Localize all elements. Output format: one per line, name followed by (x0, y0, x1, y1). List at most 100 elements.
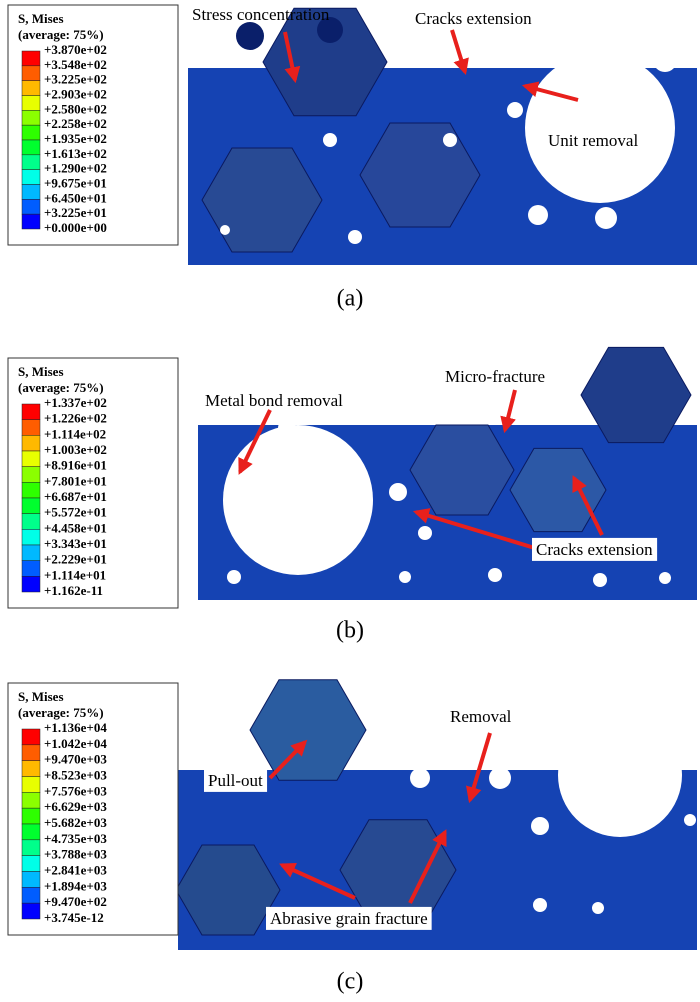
legend-swatch (21, 760, 41, 777)
legend-value: +2.258e+02 (44, 116, 107, 131)
void (653, 48, 677, 72)
legend-swatch (21, 576, 41, 593)
legend-swatch (21, 887, 41, 904)
legend-value: +3.225e+02 (44, 72, 107, 87)
void (418, 526, 432, 540)
void (443, 133, 457, 147)
legend-swatch (21, 529, 41, 546)
legend-swatch (21, 792, 41, 809)
void (223, 425, 373, 575)
legend-swatch (21, 497, 41, 514)
void (348, 230, 362, 244)
abrasive-grain (409, 424, 515, 516)
legend-value: +1.226e+02 (44, 411, 107, 426)
legend-swatch (21, 513, 41, 530)
abrasive-grain (201, 147, 323, 253)
legend-swatch (21, 544, 41, 561)
void (568, 48, 592, 72)
legend-title: S, Mises (18, 11, 64, 26)
legend-value: +1.114e+02 (44, 426, 106, 441)
annotation-box (204, 768, 268, 792)
void (410, 768, 430, 788)
legend-swatch (21, 435, 41, 452)
legend-swatch (21, 139, 41, 156)
legend-value: +6.629e+03 (44, 799, 107, 814)
legend-swatch (21, 169, 41, 185)
void (220, 225, 230, 235)
legend-value: +3.225e+01 (44, 205, 107, 220)
legend-swatch (21, 560, 41, 577)
annotation: Cracks extension (536, 540, 653, 559)
legend-value: +1.003e+02 (44, 442, 107, 457)
annotation: Pull-out (208, 771, 263, 790)
legend-value: +3.343e+01 (44, 536, 107, 551)
void (655, 776, 675, 796)
legend-swatch (21, 776, 41, 793)
legend-swatch (21, 50, 41, 67)
annotation: Unit removal (548, 131, 638, 150)
caption: (b) (336, 618, 364, 644)
annotation-box (544, 128, 643, 152)
panel: S, Mises(average: 75%)+1.337e+02+1.226e+… (7, 346, 697, 644)
legend-value: +9.470e+03 (44, 752, 107, 767)
legend-value: +1.337e+02 (44, 395, 107, 410)
legend-value: +1.894e+03 (44, 878, 107, 893)
legend-value: +2.903e+02 (44, 86, 107, 101)
abrasive-grain (249, 679, 367, 781)
legend-value: +2.229e+01 (44, 552, 107, 567)
legend-value: +8.523e+03 (44, 767, 107, 782)
arrow (408, 829, 447, 904)
legend-value: +1.162e-11 (44, 583, 103, 598)
arrow (521, 81, 579, 102)
legend-swatch (21, 124, 41, 141)
legend-swatch (21, 728, 41, 746)
legend-value: +7.801e+01 (44, 473, 107, 488)
caption: (c) (337, 969, 364, 995)
legend-swatch (21, 110, 41, 126)
legend-swatch (21, 199, 41, 215)
legend-value: +1.136e+04 (44, 720, 107, 735)
annotation-box (532, 537, 658, 561)
void (489, 767, 511, 789)
annotation: Micro-fracture (445, 367, 545, 386)
legend-swatch (21, 450, 41, 467)
annotation: Metal bond removal (205, 391, 343, 410)
void (488, 568, 502, 582)
legend-subtitle: (average: 75%) (18, 705, 104, 720)
legend-value: +7.576e+03 (44, 783, 107, 798)
legend-swatch (21, 419, 41, 436)
arrow (268, 739, 308, 780)
legend-value: +8.916e+01 (44, 458, 107, 473)
legend-value: +1.114e+01 (44, 567, 106, 582)
legend-subtitle: (average: 75%) (18, 380, 104, 395)
void (399, 571, 411, 583)
legend-value: +3.870e+02 (44, 42, 107, 57)
arrow (283, 31, 301, 84)
legend-value: +9.675e+01 (44, 175, 107, 190)
legend-value: +3.745e-12 (44, 910, 104, 925)
abrasive-grain (509, 447, 607, 533)
legend-swatch (21, 80, 41, 96)
caption: (a) (337, 286, 364, 312)
void (595, 207, 617, 229)
arrow (572, 475, 604, 536)
legend-value: +3.788e+03 (44, 847, 107, 862)
legend-value: +2.841e+03 (44, 862, 107, 877)
legend-value: +6.450e+01 (44, 190, 107, 205)
legend-value: +2.580e+02 (44, 101, 107, 116)
void (525, 53, 675, 203)
legend-swatch (21, 807, 41, 825)
arrow (500, 389, 517, 434)
abrasive-grain (262, 7, 388, 117)
void (531, 817, 549, 835)
legend-swatch (21, 482, 41, 499)
void (227, 570, 241, 584)
void (533, 898, 547, 912)
void (278, 419, 296, 437)
legend-swatch (21, 65, 41, 81)
arrow (450, 29, 469, 76)
arrow (465, 732, 492, 804)
annotation: Abrasive grain fracture (270, 909, 428, 928)
legend-swatch (21, 184, 41, 200)
void (558, 713, 682, 837)
